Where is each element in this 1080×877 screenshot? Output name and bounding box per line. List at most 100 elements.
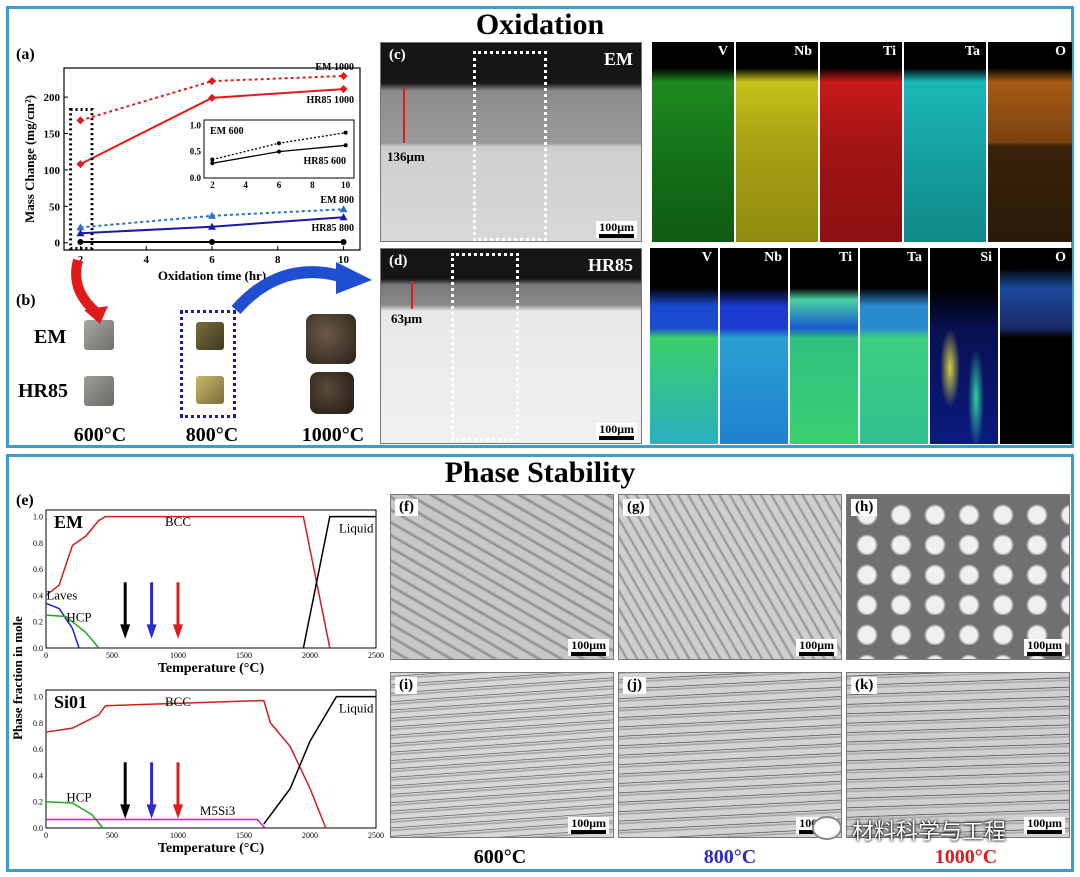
scale-bar-g: 100μm [796,639,837,656]
micrograph-h: (h) 100μm [846,494,1070,660]
chart-e2-y-tick-1: 0.2 [33,798,43,807]
map-c-nb-label: Nb [794,44,812,59]
scale-bar-f-text: 100μm [571,638,606,652]
thickness-arrow-d [411,281,413,309]
chart-e2-y-tick-5: 1.0 [33,693,43,702]
panel-label-c: (c) [389,47,406,63]
point-a-0-0 [76,116,85,125]
region-box-d [451,253,519,441]
chart-e2-marker-head-0 [120,804,131,819]
scale-bar-g-line [799,652,834,656]
scale-bar-f: 100μm [568,639,609,656]
red-arrow [71,258,100,316]
chart-e1-x-tick-1: 500 [106,651,118,660]
map-d-ta: Ta [860,248,930,444]
inset-x-tick-0: 2 [210,180,215,190]
micrograph-d: (d) HR85 63μm 100μm [380,248,642,444]
scale-bar-k-text: 100μm [1027,816,1062,830]
micrograph-j: (j) 100μm [618,672,842,838]
map-c-v: V [652,42,736,242]
eds-maps-d: V Nb Ti Ta Si O [650,248,1072,444]
eds-maps-c: V Nb Ti Ta O [652,42,1072,242]
series-label-a-2: EM 800 [320,195,354,206]
chart-e1-series-label-3: HCP [66,610,91,625]
point-a-2-1 [208,211,216,219]
chart-e1-series-label-0: BCC [165,514,191,529]
panel-label-h: (h) [851,499,878,516]
panel-label-k: (k) [851,677,878,694]
phase-title: Phase Stability [444,456,636,489]
map-c-ta: Ta [904,42,988,242]
map-c-o-label: O [1055,44,1066,59]
plot-area-chart-e2 [45,689,377,829]
chart-e2-x-tick-4: 2000 [302,831,318,840]
map-d-v-label: V [701,250,712,265]
chart-e1-series-0 [45,515,331,649]
sample-hr-600 [84,376,114,406]
chart-e1-marker-head-2 [173,624,183,639]
watermark: 材料科学与工程 [812,814,1048,845]
chart-e1-marker-head-1 [146,624,157,639]
phase-y-axis-label: Phase fraction in mole [10,616,25,740]
sample-em-800 [196,322,224,350]
point-a-4-2 [340,238,347,245]
panel-label-g: (g) [623,499,649,516]
sample-temp-600: 600°C [73,424,127,446]
chart-e1-series-label-2: Laves [46,587,77,602]
blue-arrow-head [336,262,372,294]
scale-bar-i-line [571,830,606,834]
chart-e1-x-tick-4: 2000 [302,651,318,660]
micrograph-f: (f) 100μm [390,494,614,660]
point-a-1-0 [76,160,85,169]
inset-plot [203,119,355,179]
point-a-3-0 [76,229,85,237]
panel-label-a: (a) [16,46,35,63]
inset-x-tick-1: 4 [243,180,248,190]
scale-bar-h: 100μm [1024,639,1065,656]
chart-e1-series-label-1: Liquid [339,520,374,535]
oxidation-title: Oxidation [475,8,605,41]
x-tick-label-a-3: 8 [275,254,281,266]
chart-e2-series-1 [263,695,376,825]
scale-bar-h-text: 100μm [1027,638,1062,652]
map-d-o-label: O [1055,250,1066,265]
sample-em-600 [84,320,114,350]
chart-e1-series-3 [45,614,100,649]
scale-bar-d-line [599,436,634,440]
map-d-nb: Nb [720,248,790,444]
panel-label-f: (f) [395,499,418,516]
sample-row-hr85: HR85 [18,380,68,402]
point-a-1-1 [208,93,216,102]
chart-e1-x-tick-5: 2500 [368,651,384,660]
y-tick-label-a-3: 150 [44,129,61,141]
chart-e1-y-tick-4: 0.8 [33,539,43,548]
panel-label-e: (e) [16,492,34,509]
point-a-2-2 [339,205,348,213]
phase-diagram-em: 0 500 1000 1500 2000 2500 0.0 0.2 0.4 0.6 0.8 1.0 Te… [33,509,384,676]
point-a-4-1 [209,238,215,245]
map-c-ti: Ti [820,42,904,242]
chart-e1-series-2 [45,602,80,649]
point-a-0-2 [339,72,348,81]
scale-bar-c: 100μm [596,221,637,238]
point-a-0-1 [208,77,216,86]
chart-e1-x-tick-2: 1000 [170,651,186,660]
chart-e2-series-label-2: HCP [66,790,91,805]
scale-bar-i: 100μm [568,817,609,834]
bottom-temp-800: 800°C [703,846,757,868]
point-a-1-2 [339,85,348,94]
chart-e1-x-tick-3: 1500 [236,651,252,660]
chart-e2-y-tick-3: 0.6 [33,745,43,754]
point-a-3-1 [208,222,216,230]
scale-bar-c-text: 100μm [599,220,634,234]
chart-e2-x-tick-3: 1500 [236,831,252,840]
bottom-temp-600: 600°C [473,846,527,868]
chart-e1-x-label: Temperature (°C) [158,661,265,676]
chart-e1-y-tick-3: 0.6 [33,565,43,574]
chart-e2-series-0 [45,699,327,829]
micrograph-i: (i) 100μm [390,672,614,838]
chart-e2-x-label: Temperature (°C) [158,841,265,856]
scale-bar-d: 100μm [596,423,637,440]
inset-point-0-2 [343,130,348,135]
